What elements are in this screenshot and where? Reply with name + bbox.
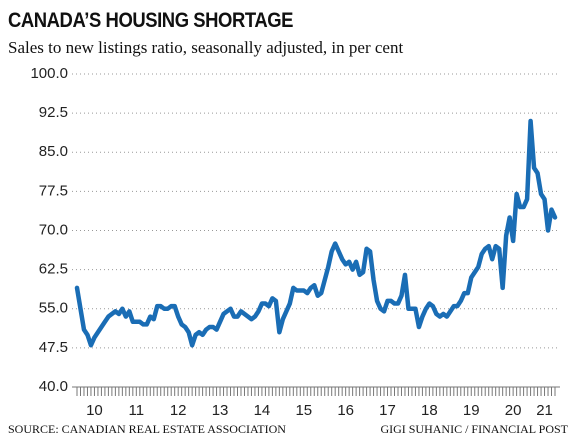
x-tick-label: 17 [379,402,396,419]
y-tick-label: 77.5 [39,182,68,199]
y-tick-label: 47.5 [39,339,68,356]
y-tick-label: 92.5 [39,104,68,121]
y-tick-label: 40.0 [39,378,68,395]
x-tick-label: 18 [421,402,438,419]
y-tick-label: 55.0 [39,300,68,317]
chart-title: CANADA’S HOUSING SHORTAGE [8,9,293,32]
y-tick-label: 70.0 [39,221,68,238]
x-tick-label: 14 [254,402,271,419]
y-tick-label: 100.0 [30,65,68,82]
x-tick-label: 20 [505,402,522,419]
y-tick-label: 85.0 [39,143,68,160]
source: SOURCE: CANADIAN REAL ESTATE ASSOCIATION [8,422,286,436]
x-tick-label: 15 [295,402,312,419]
x-tick-label: 16 [337,402,354,419]
x-tick-label: 19 [463,402,480,419]
x-tick-label: 10 [86,402,103,419]
credit: GIGI SUHANIC / FINANCIAL POST [380,422,568,436]
x-tick-label: 11 [129,402,145,419]
x-tick-label: 13 [212,402,229,419]
chart-subtitle: Sales to new listings ratio, seasonally … [8,38,403,57]
x-tick-label: 12 [170,402,187,419]
data-line [74,118,558,348]
x-tick-label: 21 [536,402,553,419]
y-tick-label: 62.5 [39,261,68,278]
